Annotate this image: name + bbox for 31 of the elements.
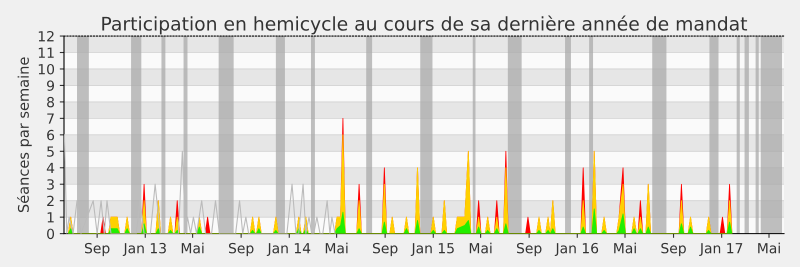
y-axis-title: Séances par semaine <box>17 57 32 212</box>
x-tick-label: Sep <box>661 242 686 256</box>
chart-title: Participation en hemicycle au cours de sa dernière année de mandat <box>102 15 748 34</box>
y-tick-label: 1 <box>48 212 54 222</box>
y-tick-label: 6 <box>47 130 54 140</box>
x-tick-label: Mai <box>614 242 636 254</box>
x-tick-label: Mai <box>182 242 204 254</box>
y-tick-label: 12 <box>38 31 54 42</box>
y-tick-label: 0 <box>47 228 54 240</box>
y-tick-label: 7 <box>47 114 54 124</box>
x-tick-label: Jan 16 <box>554 242 598 256</box>
x-tick-label: Jan 17 <box>699 243 742 256</box>
x-tick-label: Mai <box>758 242 780 254</box>
y-tick-label: 5 <box>47 146 54 157</box>
x-tick-label: Jan 15 <box>410 243 454 256</box>
x-tick-label: Mai <box>326 242 348 254</box>
y-tick-label: 10 <box>38 64 54 74</box>
x-tick-label: Mai <box>470 242 492 254</box>
y-tick-label: 8 <box>47 96 54 108</box>
x-tick-label: Sep <box>84 242 110 256</box>
x-tick-label: Sep <box>516 242 542 256</box>
x-tick-label: Jan 14 <box>266 243 310 256</box>
x-tick-label: Jan 13 <box>122 242 166 256</box>
x-tick-label: Sep <box>228 242 254 256</box>
y-tick-label: 2 <box>47 196 54 206</box>
x-tick-label: Sep <box>372 242 398 256</box>
y-tick-label: 11 <box>38 48 54 58</box>
y-tick-label: 9 <box>47 80 54 91</box>
y-tick-label: 4 <box>46 162 54 174</box>
line-series <box>64 134 336 234</box>
y-tick-label: 3 <box>47 179 54 190</box>
